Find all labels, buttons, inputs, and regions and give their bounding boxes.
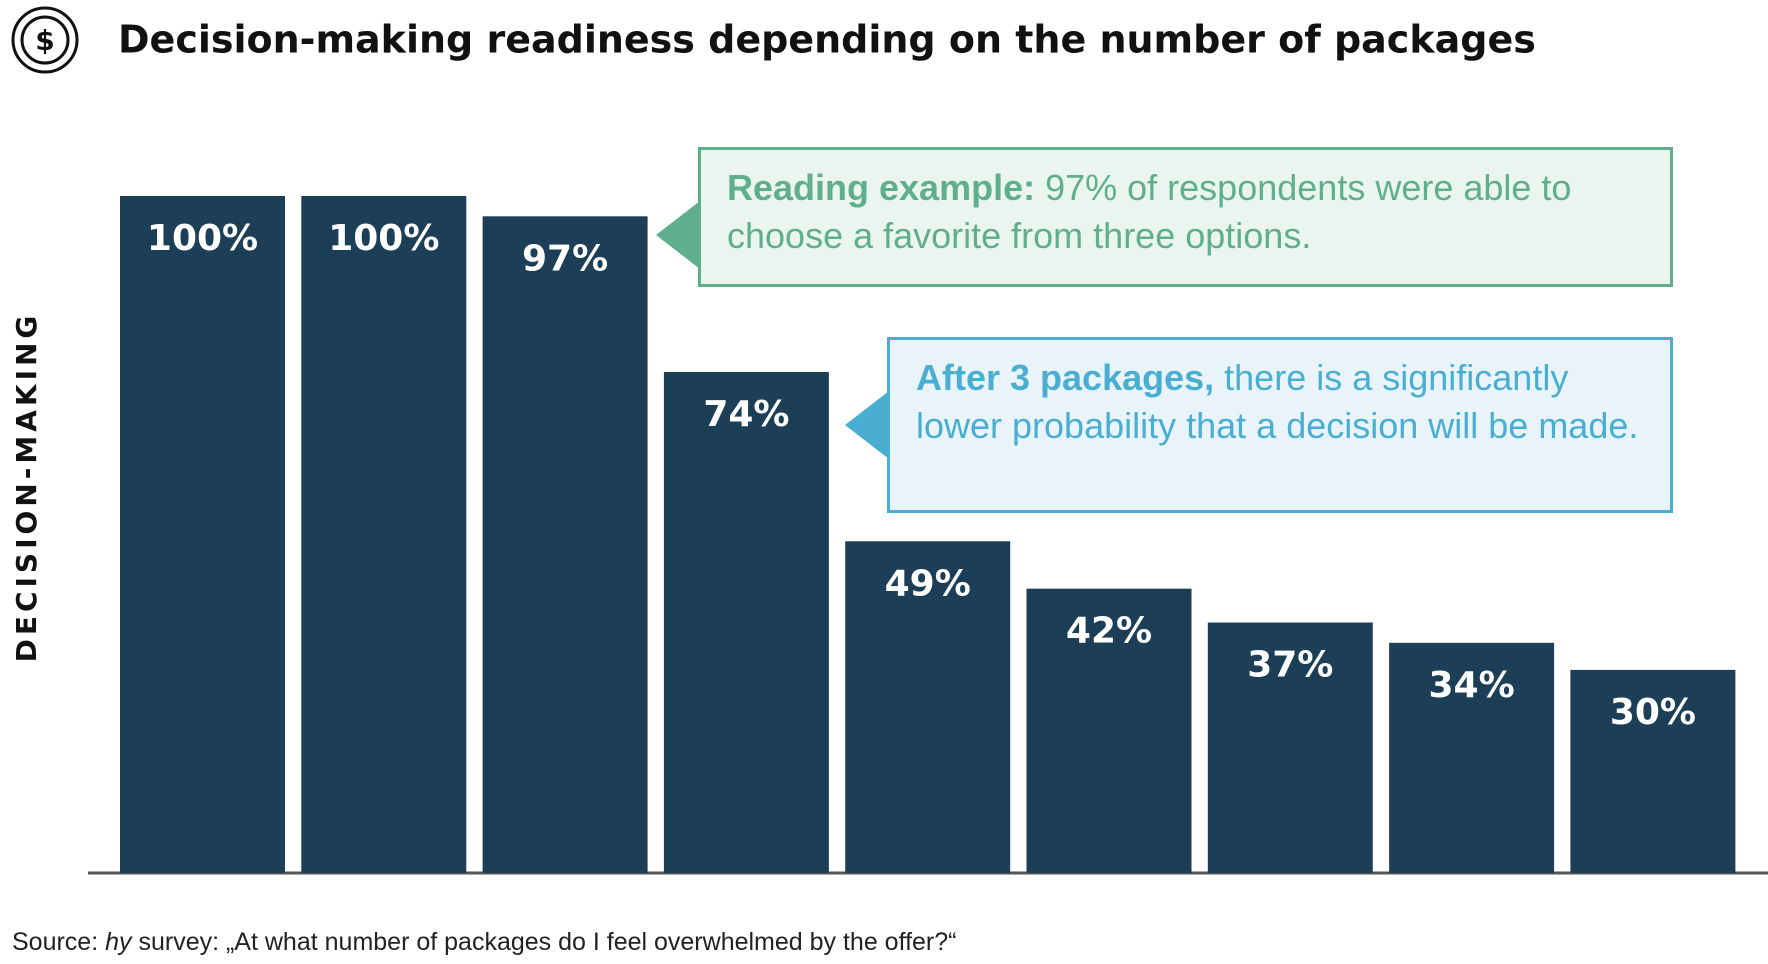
source: Source: hy survey: „At what number of pa… <box>12 928 956 957</box>
value-label: 74% <box>703 394 789 435</box>
icon <box>20 15 70 65</box>
value-label: 34% <box>1429 665 1515 706</box>
annotation: Reading example: 97% of respondents were… <box>698 147 1673 287</box>
annotation-bold: After 3 packages, <box>916 357 1215 398</box>
icon <box>11 6 79 74</box>
value-label: 49% <box>885 563 971 604</box>
source-italic: hy <box>105 928 132 956</box>
value-label: 37% <box>1247 645 1333 686</box>
bar <box>1207 622 1373 873</box>
y-axis-label: DECISION-MAKING <box>10 312 43 663</box>
bar <box>663 372 829 873</box>
bar <box>120 196 285 873</box>
bar <box>301 196 467 873</box>
annotation-pointer <box>656 201 700 269</box>
value-label: 100% <box>147 218 258 259</box>
annotation-text: 97% of respondents were able to choose a… <box>727 167 1572 256</box>
bar <box>482 216 648 873</box>
value-label: 97% <box>522 238 608 279</box>
value-label: 30% <box>1610 692 1696 733</box>
chart-title: Decision-making readiness depending on t… <box>118 18 1536 62</box>
annotation-bold: Reading example: <box>727 167 1036 208</box>
bar <box>1389 642 1555 873</box>
value-label: 100% <box>328 218 439 259</box>
annotation-pointer <box>845 391 889 459</box>
annotation: After 3 packages, there is a significant… <box>887 337 1673 513</box>
value-label: 42% <box>1066 611 1152 652</box>
bar <box>845 541 1011 873</box>
icon-symbol: $ <box>35 24 54 57</box>
bar <box>1570 669 1736 873</box>
source-text: survey: „At what number of packages do I… <box>131 928 957 956</box>
source-prefix: Source: <box>12 928 106 956</box>
bar <box>1026 588 1192 873</box>
annotation-text: there is a significantly lower probabili… <box>916 357 1639 446</box>
